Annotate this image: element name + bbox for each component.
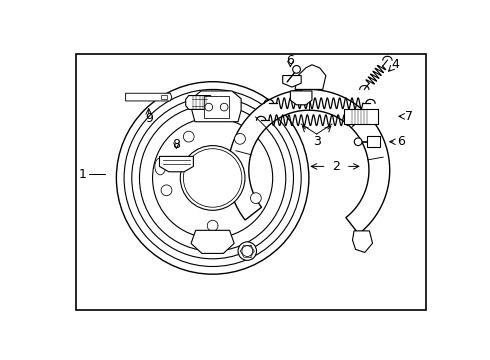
Circle shape — [117, 82, 309, 274]
Polygon shape — [291, 91, 312, 105]
Circle shape — [250, 193, 261, 203]
Circle shape — [161, 185, 172, 196]
Polygon shape — [295, 65, 326, 89]
Text: 5: 5 — [297, 80, 305, 93]
Circle shape — [238, 242, 257, 260]
Circle shape — [183, 131, 194, 142]
Text: 9: 9 — [145, 112, 153, 125]
Polygon shape — [125, 93, 172, 101]
Text: 6: 6 — [397, 135, 405, 148]
Polygon shape — [186, 95, 214, 109]
Circle shape — [293, 66, 300, 73]
Circle shape — [235, 134, 245, 144]
Polygon shape — [283, 76, 301, 87]
Circle shape — [220, 103, 228, 111]
Text: 6: 6 — [287, 54, 294, 67]
Text: 8: 8 — [172, 138, 180, 151]
Ellipse shape — [155, 158, 166, 175]
Circle shape — [205, 103, 213, 111]
Polygon shape — [159, 156, 194, 172]
Text: 1: 1 — [78, 168, 86, 181]
Polygon shape — [352, 231, 372, 252]
Circle shape — [242, 246, 253, 256]
Bar — [344, 109, 378, 124]
Circle shape — [152, 118, 273, 238]
Circle shape — [354, 138, 362, 145]
Polygon shape — [204, 96, 229, 118]
Polygon shape — [228, 89, 390, 234]
Text: 3: 3 — [313, 135, 320, 148]
Circle shape — [207, 220, 218, 231]
Circle shape — [180, 145, 245, 210]
Circle shape — [183, 149, 242, 207]
Polygon shape — [192, 91, 241, 122]
Text: 2: 2 — [332, 160, 340, 173]
Circle shape — [132, 97, 294, 259]
Text: 4: 4 — [391, 58, 399, 71]
Bar — [368, 136, 380, 147]
Bar — [161, 95, 167, 99]
Text: 7: 7 — [405, 110, 413, 123]
Text: 10: 10 — [225, 96, 242, 109]
Circle shape — [124, 89, 301, 266]
Circle shape — [140, 105, 286, 251]
Polygon shape — [191, 230, 234, 253]
